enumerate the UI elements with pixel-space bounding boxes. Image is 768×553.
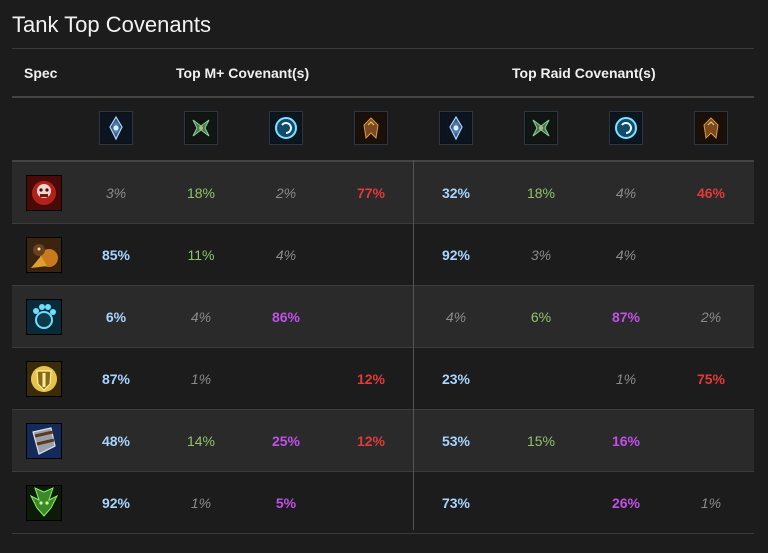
- mplus-percent-cell: 48%: [101, 433, 131, 449]
- table-row: 87% 1% 12% 23% 1% 75%: [12, 348, 754, 410]
- covenant-icon-row: [12, 98, 754, 160]
- raid-percent-cell: [669, 410, 753, 472]
- raid-percent-cell: 4%: [615, 185, 637, 201]
- table-row: 6% 4% 86% 4% 6% 87% 2%: [12, 286, 754, 348]
- raid-percent-cell: 3%: [530, 247, 552, 263]
- protection-warrior-icon: [26, 423, 62, 459]
- kyrian-icon: [99, 111, 133, 145]
- mplus-percent-cell: 6%: [105, 309, 127, 325]
- page-title: Tank Top Covenants: [12, 12, 211, 37]
- row-divider: [12, 285, 754, 286]
- protection-paladin-icon: [26, 361, 62, 397]
- raid-percent-cell: 1%: [615, 371, 637, 387]
- mplus-percent-cell: 4%: [275, 247, 297, 263]
- raid-percent-cell: 32%: [441, 185, 471, 201]
- raid-percent-cell: 2%: [700, 309, 722, 325]
- mplus-percent-cell: 5%: [275, 495, 297, 511]
- mplus-percent-cell: 92%: [101, 495, 131, 511]
- mplus-percent-cell: 25%: [271, 433, 301, 449]
- necrolord-icon: [184, 111, 218, 145]
- row-divider: [12, 409, 754, 410]
- mplus-percent-cell: 1%: [190, 371, 212, 387]
- icon-row-divider: [12, 160, 754, 162]
- raid-percent-cell: 26%: [611, 495, 641, 511]
- raid-percent-cell: 18%: [526, 185, 556, 201]
- mplus-raid-divider: [413, 160, 414, 530]
- raid-percent-cell: 75%: [696, 371, 726, 387]
- mplus-percent-cell: 12%: [356, 433, 386, 449]
- raid-percent-cell: 4%: [615, 247, 637, 263]
- table-row: 92% 1% 5% 73% 26% 1%: [12, 472, 754, 534]
- night-fae-icon: [269, 111, 303, 145]
- mplus-percent-cell: 87%: [101, 371, 131, 387]
- mplus-percent-cell: 11%: [187, 247, 215, 263]
- title-divider: [12, 48, 754, 49]
- raid-percent-cell: 23%: [441, 371, 471, 387]
- raid-percent-cell: 4%: [445, 309, 467, 325]
- raid-percent-cell: 1%: [700, 495, 722, 511]
- header-mplus: Top M+ Covenant(s): [176, 65, 310, 81]
- table-row: 3% 18% 2% 77% 32% 18% 4% 46%: [12, 162, 754, 224]
- raid-percent-cell: 92%: [441, 247, 471, 263]
- raid-percent-cell: [669, 224, 753, 286]
- raid-percent-cell: [499, 348, 583, 410]
- vengeance-demon-hunter-icon: [26, 485, 62, 521]
- mplus-percent-cell: [329, 224, 413, 286]
- header-divider: [12, 96, 754, 98]
- mplus-percent-cell: [244, 348, 328, 410]
- blood-death-knight-icon: [26, 175, 62, 211]
- raid-percent-cell: 87%: [611, 309, 641, 325]
- table-header: Spec Top M+ Covenant(s) Top Raid Covenan…: [12, 49, 754, 97]
- raid-percent-cell: 16%: [611, 433, 641, 449]
- header-spec: Spec: [24, 65, 58, 81]
- venthyr-icon: [694, 111, 728, 145]
- row-divider: [12, 471, 754, 472]
- brewmaster-monk-icon: [26, 237, 62, 273]
- mplus-percent-cell: 77%: [356, 185, 386, 201]
- header-raid: Top Raid Covenant(s): [512, 65, 656, 81]
- raid-percent-cell: 15%: [526, 433, 556, 449]
- table-row: 48% 14% 25% 12% 53% 15% 16%: [12, 410, 754, 472]
- mplus-percent-cell: 1%: [190, 495, 212, 511]
- mplus-percent-cell: 3%: [105, 185, 127, 201]
- guardian-druid-icon: [26, 299, 62, 335]
- mplus-percent-cell: 4%: [190, 309, 212, 325]
- row-divider: [12, 347, 754, 348]
- mplus-percent-cell: 2%: [275, 185, 297, 201]
- venthyr-icon: [354, 111, 388, 145]
- raid-percent-cell: 46%: [696, 185, 726, 201]
- mplus-percent-cell: 18%: [186, 185, 216, 201]
- table-row: 85% 11% 4% 92% 3% 4%: [12, 224, 754, 286]
- mplus-percent-cell: [329, 472, 413, 534]
- mplus-percent-cell: 14%: [186, 433, 216, 449]
- kyrian-icon: [439, 111, 473, 145]
- row-divider: [12, 533, 754, 534]
- necrolord-icon: [524, 111, 558, 145]
- mplus-percent-cell: 86%: [271, 309, 301, 325]
- row-divider: [12, 223, 754, 224]
- raid-percent-cell: 73%: [441, 495, 471, 511]
- mplus-percent-cell: [329, 286, 413, 348]
- night-fae-icon: [609, 111, 643, 145]
- raid-percent-cell: 53%: [441, 433, 471, 449]
- mplus-percent-cell: 85%: [101, 247, 131, 263]
- raid-percent-cell: 6%: [530, 309, 552, 325]
- raid-percent-cell: [499, 472, 583, 534]
- mplus-percent-cell: 12%: [356, 371, 386, 387]
